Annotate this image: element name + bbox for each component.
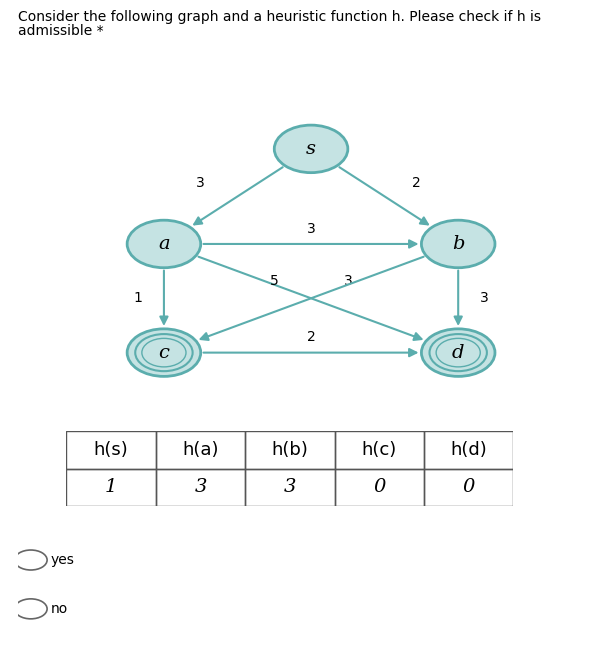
Text: b: b (452, 235, 464, 253)
Circle shape (422, 329, 495, 376)
Text: 5: 5 (270, 274, 278, 289)
Circle shape (14, 550, 47, 570)
Bar (245, 469, 335, 506)
Circle shape (422, 220, 495, 268)
Text: no: no (51, 602, 68, 616)
Text: 3: 3 (344, 274, 352, 289)
Text: 2: 2 (307, 330, 315, 344)
Bar (335, 469, 424, 506)
Text: 1: 1 (105, 478, 117, 496)
Bar (335, 431, 424, 469)
Text: a: a (158, 235, 170, 253)
Text: 3: 3 (194, 478, 207, 496)
Circle shape (14, 599, 47, 619)
Bar (245, 431, 335, 469)
Text: admissible *: admissible * (18, 24, 104, 38)
Text: 3: 3 (307, 221, 315, 236)
Text: 1: 1 (133, 291, 142, 306)
Text: Consider the following graph and a heuristic function h. Please check if h is: Consider the following graph and a heuri… (18, 10, 541, 24)
Circle shape (127, 220, 201, 268)
Text: 3: 3 (196, 176, 205, 190)
Circle shape (274, 125, 348, 172)
Bar (66, 469, 156, 506)
Bar (156, 431, 245, 469)
Text: h(a): h(a) (182, 441, 219, 459)
Text: 3: 3 (480, 291, 489, 306)
Text: h(d): h(d) (451, 441, 487, 459)
Bar (424, 431, 513, 469)
Text: 0: 0 (373, 478, 385, 496)
Bar (156, 469, 245, 506)
Text: d: d (452, 343, 464, 362)
Text: h(b): h(b) (271, 441, 309, 459)
Text: 0: 0 (463, 478, 475, 496)
Text: s: s (306, 140, 316, 158)
Circle shape (127, 329, 201, 376)
Text: h(s): h(s) (94, 441, 129, 459)
Text: h(c): h(c) (362, 441, 397, 459)
Bar (424, 469, 513, 506)
Text: yes: yes (51, 553, 75, 567)
Text: c: c (158, 343, 169, 362)
Bar (66, 431, 156, 469)
Text: 3: 3 (284, 478, 296, 496)
Text: 2: 2 (412, 176, 420, 190)
